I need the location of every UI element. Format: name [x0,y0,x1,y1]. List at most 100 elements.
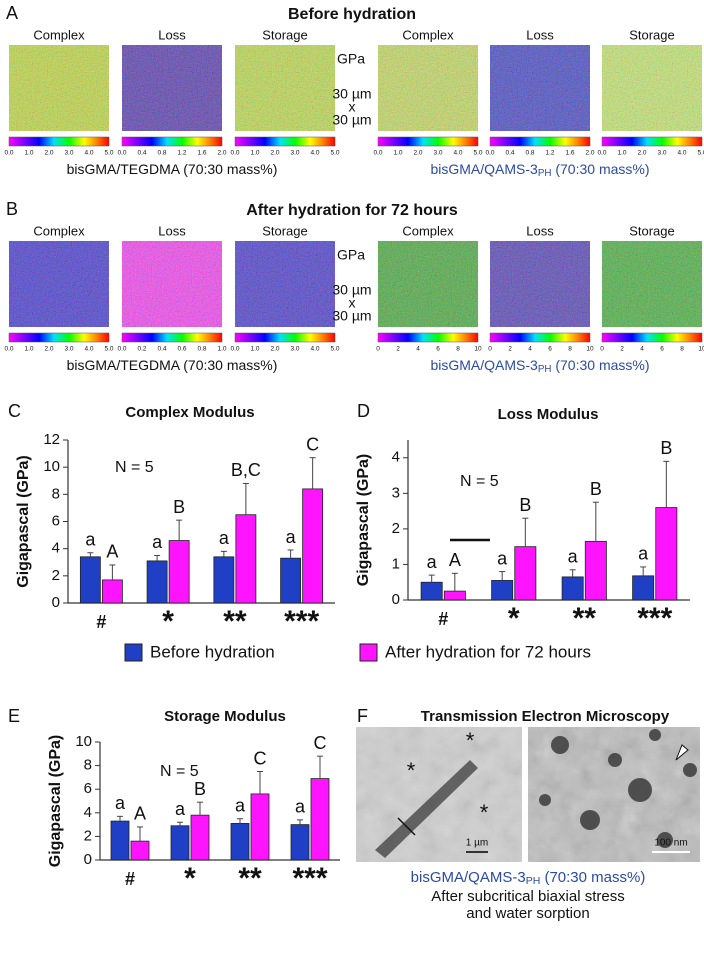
map-texture [9,241,109,327]
caption-part: (70:30 mass%) [551,161,649,177]
colorbar-tick-label: 0.0 [230,346,239,353]
group-letter: A [134,804,146,824]
colorbar-tick-label: 4.0 [677,150,686,157]
map-label: Storage [629,223,675,238]
colorbar-tick-label: 5.0 [330,346,339,353]
map-label: Storage [262,223,308,238]
y-tick-label: 0 [392,591,400,608]
tem-crack [375,760,478,858]
y-tick-label: 4 [392,449,400,466]
colorbar-tick-label: 0.0 [485,150,494,157]
colorbar-tick-label: 3.0 [433,150,442,157]
map-label: Complex [33,27,85,42]
chart-title: Loss Modulus [498,406,599,423]
group-letter: C [254,748,267,768]
map-texture [9,45,109,131]
caption-part: bisGMA/QAMS-3 [411,869,526,886]
bar [230,823,250,861]
bar [290,824,310,861]
colorbar-tick-label: 2.0 [413,150,422,157]
colorbar-tick-label: 1.2 [177,150,186,157]
group-letter: A [449,550,461,570]
colorbar-tick-label: 4 [640,346,644,353]
colorbar-tick-label: 1.0 [393,150,402,157]
panel-title: After hydration for 72 hours [246,202,458,219]
bar [584,540,607,601]
bar [491,580,514,601]
colorbar-tick-label: 6 [548,346,552,353]
y-axis-label: Gigapascal (GPa) [355,454,372,587]
colorbar-tick-label: 2 [620,346,624,353]
colorbar-tick-label: 3.0 [64,346,73,353]
colorbar-tick-label: 1.2 [545,150,554,157]
colorbar-tick-label: 0 [600,346,604,353]
panel-letter: D [357,401,370,421]
map-label: Complex [402,223,454,238]
y-tick-label: 0 [84,851,92,868]
x-tick-label: # [125,869,135,889]
colorbar [234,136,336,147]
map-label: Loss [158,27,186,42]
group-letter: a [286,527,297,547]
x-tick-label: *** [292,862,327,895]
colorbar-tick-label: 4.0 [310,346,319,353]
colorbar-tick-label: 0.8 [157,150,166,157]
group-letter: a [152,532,163,552]
colorbar-tick-label: 5.0 [104,346,113,353]
colorbar-tick-label: 0.8 [197,346,206,353]
y-tick-label: 1 [392,555,400,572]
x-tick-label: # [438,609,448,629]
panel-title: Before hydration [288,6,416,23]
caption-part: bisGMA/TEGDMA (70:30 mass%) [67,357,278,373]
colorbar-tick-label: 0.0 [230,150,239,157]
y-tick-label: 2 [392,520,400,537]
colorbar-tick-label: 0.0 [4,150,13,157]
group-letter: C [306,434,319,454]
x-tick-label: ** [573,602,597,635]
colorbar-tick-label: 2.0 [585,150,594,157]
bar [213,556,235,604]
tem-particles [539,729,697,848]
bar [561,576,584,601]
panel-letter: F [357,706,368,726]
x-tick-label: ** [223,605,247,638]
colorbar-tick-label: 8 [456,346,460,353]
colorbar-tick-label: 4 [416,346,420,353]
group-letter: B [173,497,185,517]
bar [146,560,168,604]
bar [130,840,150,861]
subscript: PH [538,364,552,375]
colorbar-tick-label: 0.4 [505,150,514,157]
y-tick-label: 2 [84,827,92,844]
map-label: Complex [33,223,85,238]
colorbar [601,136,703,147]
colorbar-tick-label: 3.0 [290,346,299,353]
colorbar-tick-label: 10 [474,346,482,353]
y-tick-label: 2 [52,567,60,584]
colorbar-tick-label: 1.0 [24,346,33,353]
map-label: Loss [158,223,186,238]
group-letter: B [660,438,672,458]
caption-part: (70:30 mass%) [551,357,649,373]
colorbar-tick-label: 3.0 [64,150,73,157]
colorbar-tick-label: 1.0 [617,150,626,157]
colorbar-tick-label: 1.0 [217,346,226,353]
colorbar-tick-label: 2.0 [217,150,226,157]
colorbar-tick-label: 0.4 [157,346,166,353]
scale-label: 100 nm [654,838,687,849]
bar [101,579,123,604]
colorbar-tick-label: 5.0 [330,150,339,157]
colorbar-tick-label: 4.0 [84,346,93,353]
legend-swatch [124,643,143,662]
colorbar-tick-label: 2.0 [270,150,279,157]
map-texture [122,45,222,131]
asterisk: * [480,800,489,825]
subscript: PH [526,875,541,887]
colorbar-tick-label: 0.4 [137,150,146,157]
bar [79,556,101,604]
group-letter: B [519,495,531,515]
group-letter: a [638,544,649,564]
arrowhead [675,744,689,761]
subscript: PH [538,168,552,179]
y-tick-label: 12 [43,431,60,448]
